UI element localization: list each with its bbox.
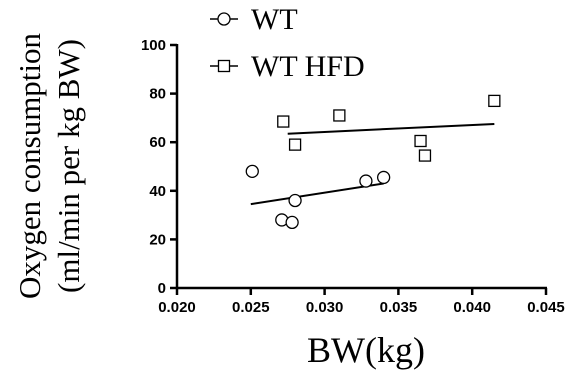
y-axis-label-line-1: Oxygen consumption (12, 32, 47, 299)
fit-line-circle (250, 182, 384, 206)
x-tick-label: 0.030 (306, 299, 344, 316)
y-tick-label: 80 (149, 86, 166, 103)
fit-line-square (287, 122, 495, 135)
legend-marker-circle (217, 12, 231, 26)
data-point-square (333, 109, 346, 122)
data-point-circle (245, 164, 259, 179)
data-point-circle (285, 215, 299, 230)
legend-label: WT HFD (251, 50, 365, 83)
legend-label: WT (251, 3, 298, 36)
data-point-square (414, 134, 427, 148)
x-axis-ticks: 0.020 0.025 0.030 0.035 0.040 0.045 (158, 288, 565, 316)
y-tick-label: 60 (149, 134, 166, 151)
legend: WT WT HFD (210, 3, 365, 83)
legend-marker-square (217, 59, 231, 73)
axes (175, 44, 547, 290)
data-point-circle (376, 170, 391, 185)
y-axis-label-line-2: (ml/min per kg BW) (51, 39, 86, 293)
y-tick-label: 100 (141, 37, 166, 54)
x-tick-label: 0.045 (527, 299, 565, 316)
data-point-circle (359, 174, 373, 188)
data-point-circle (288, 193, 302, 208)
x-tick-label: 0.040 (453, 299, 491, 316)
data-point-square (418, 149, 432, 162)
data-point-square (277, 115, 290, 128)
y-tick-label: 20 (149, 231, 166, 248)
data-point-square (488, 94, 501, 108)
y-tick-label: 0 (158, 280, 166, 297)
x-tick-label: 0.035 (380, 299, 418, 316)
y-axis-ticks: 0 20 40 60 80 100 (141, 37, 177, 297)
data-points (245, 94, 501, 230)
y-tick-label: 40 (149, 183, 166, 200)
fit-lines (250, 122, 495, 206)
data-point-square (288, 138, 302, 151)
x-tick-label: 0.020 (158, 299, 196, 316)
x-axis-label: BW(kg) (307, 330, 425, 370)
x-tick-label: 0.025 (232, 299, 270, 316)
